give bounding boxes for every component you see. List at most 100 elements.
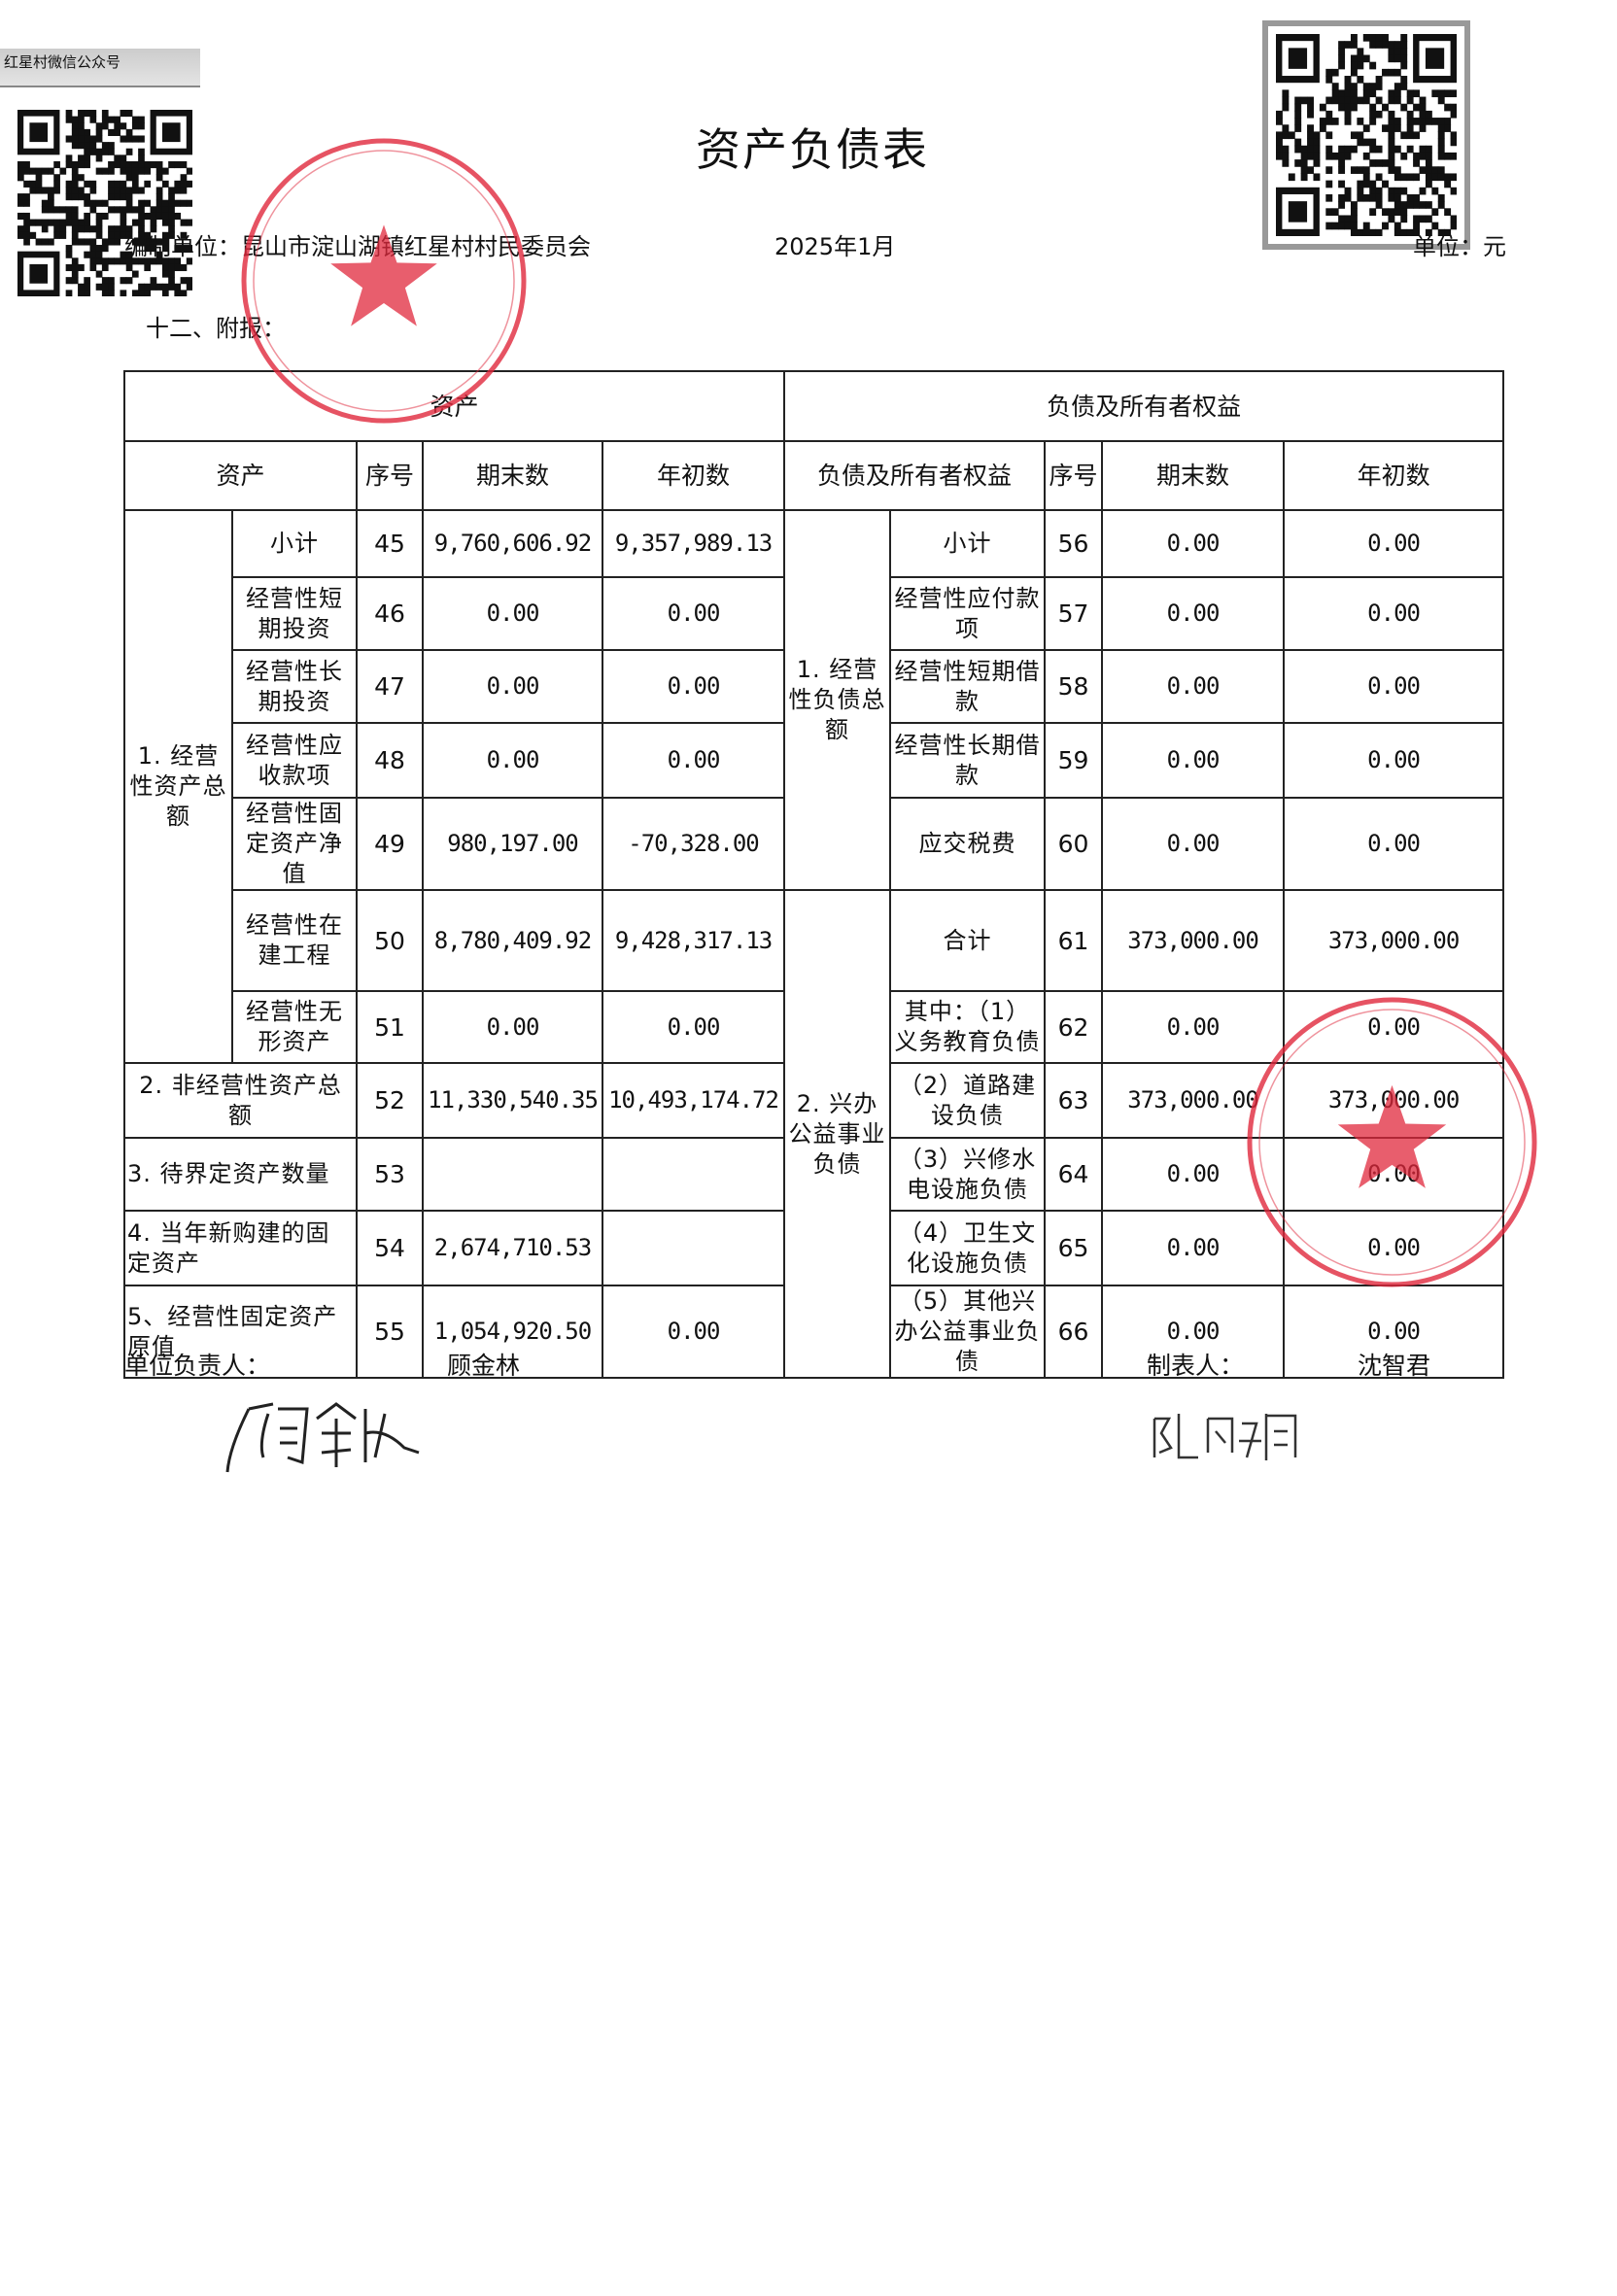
row-seq: 50 <box>356 889 424 992</box>
table-row: 经营性短期投资 46 0.00 0.00 经营性应付款项 57 0.00 0.00 <box>124 576 1505 651</box>
unit: 单位：元 <box>1413 233 1506 260</box>
row-label: （2）道路建设负债 <box>889 1062 1047 1139</box>
col-header-seq: 序号 <box>356 440 424 511</box>
row-label: 经营性短期投资 <box>231 576 358 651</box>
row-begin-value: 0.00 <box>1283 509 1505 578</box>
row-label: 2. 非经营性资产总额 <box>123 1062 358 1139</box>
org-label: 编制单位： <box>124 233 241 260</box>
row-label: 经营性长期借款 <box>889 722 1047 799</box>
signature-preparer <box>1153 1414 1297 1460</box>
row-seq: 48 <box>356 722 424 799</box>
row-seq: 60 <box>1044 797 1104 891</box>
row-label: 4. 当年新购建的固定资产 <box>123 1210 358 1286</box>
row-end-value <box>422 1137 603 1212</box>
col-header-assets: 资产 <box>123 440 358 511</box>
right-group-label: 2. 兴办公益事业负债 <box>783 889 892 1379</box>
row-label: 经营性长期投资 <box>231 649 358 724</box>
row-seq: 58 <box>1044 649 1104 724</box>
row-begin-value: 0.00 <box>1283 797 1505 891</box>
row-end-value: 0.00 <box>1101 649 1286 724</box>
row-seq: 64 <box>1044 1137 1104 1212</box>
row-end-value: 2,674,710.53 <box>422 1210 603 1286</box>
org-name: 昆山市淀山湖镇红星村村民委员会 <box>241 233 591 260</box>
row-begin-value: 0.00 <box>1283 576 1505 651</box>
row-end-value: 8,780,409.92 <box>422 889 603 992</box>
row-label: 合计 <box>889 889 1047 992</box>
col-header-end: 期末数 <box>422 440 603 511</box>
row-label: 经营性应收款项 <box>231 722 358 799</box>
row-begin-value <box>601 1137 786 1212</box>
signature-head <box>225 1402 420 1473</box>
row-seq: 62 <box>1044 990 1104 1064</box>
row-label: （5）其他兴办公益事业负债 <box>889 1285 1047 1379</box>
group-header-liabilities: 负债及所有者权益 <box>783 370 1505 442</box>
row-begin-value: -70,328.00 <box>601 797 786 891</box>
qr-caption: 红星村微信公众号 <box>0 49 200 87</box>
qr-code-frame <box>1262 20 1470 250</box>
row-begin-value: 0.00 <box>1283 649 1505 724</box>
head-label: 单位负责人： <box>124 1352 271 1380</box>
row-seq: 56 <box>1044 509 1104 578</box>
row-end-value: 0.00 <box>1101 509 1286 578</box>
preparer-name: 沈智君 <box>1358 1352 1431 1380</box>
row-seq: 66 <box>1044 1285 1104 1379</box>
period: 2025年1月 <box>774 233 896 260</box>
table-row: 1. 经营性资产总额 小计 45 9,760,606.92 9,357,989.13 1.… <box>123 509 1505 1064</box>
row-end-value: 373,000.00 <box>1101 1062 1286 1139</box>
row-begin-value: 0.00 <box>1283 1137 1505 1212</box>
row-seq: 54 <box>356 1210 424 1286</box>
row-begin-value: 9,428,317.13 <box>601 889 786 992</box>
table-row: 经营性长期投资 47 0.00 0.00 经营性短期借款 58 0.00 0.00 <box>124 649 1505 724</box>
row-begin-value: 0.00 <box>601 722 786 799</box>
row-begin-value: 10,493,174.72 <box>601 1062 786 1139</box>
row-label: 经营性固定资产净值 <box>231 797 358 891</box>
col-header-end: 期末数 <box>1101 440 1286 511</box>
group-header-assets: 资产 <box>122 370 786 442</box>
table-row: 经营性应收款项 48 0.00 0.00 经营性长期借款 59 0.00 0.00 <box>124 722 1505 799</box>
col-header-begin: 年初数 <box>601 440 786 511</box>
row-begin-value: 0.00 <box>1283 990 1505 1064</box>
row-label: （4）卫生文化设施负债 <box>889 1210 1047 1286</box>
row-end-value: 9,760,606.92 <box>422 509 603 578</box>
row-end-value: 0.00 <box>422 576 603 651</box>
col-header-liabilities: 负债及所有者权益 <box>783 440 1047 511</box>
row-label: 经营性应付款项 <box>889 576 1047 651</box>
balance-sheet-table: 资产 负债及所有者权益 资产 序号 期末数 年初数 负债及所有者权益 序号 期末… <box>122 370 1505 1379</box>
row-label: 经营性在建工程 <box>231 889 358 992</box>
row-label: 经营性无形资产 <box>231 990 358 1064</box>
row-label: 小计 <box>889 509 1047 578</box>
row-begin-value: 9,357,989.13 <box>601 509 786 578</box>
row-seq: 53 <box>356 1137 424 1212</box>
row-label: （3）兴修水电设施负债 <box>889 1137 1047 1212</box>
preparer-label: 制表人： <box>1147 1352 1245 1380</box>
row-begin-value: 0.00 <box>601 990 786 1064</box>
row-label: 3. 待界定资产数量 <box>123 1137 358 1212</box>
row-seq: 61 <box>1044 889 1104 992</box>
row-seq: 52 <box>356 1062 424 1139</box>
col-header-begin: 年初数 <box>1283 440 1505 511</box>
row-end-value: 0.00 <box>1101 576 1286 651</box>
row-label: 小计 <box>231 509 358 578</box>
row-end-value: 980,197.00 <box>422 797 603 891</box>
row-begin-value: 0.00 <box>1283 1210 1505 1286</box>
table-row: 经营性在建工程 50 8,780,409.92 9,428,317.13 2. 兴办公益… <box>124 889 1505 1379</box>
row-begin-value: 373,000.00 <box>1283 1062 1505 1139</box>
row-begin-value: 0.00 <box>601 576 786 651</box>
row-label: 应交税费 <box>889 797 1047 891</box>
table-row: 5、经营性固定资产原值 55 1,054,920.50 0.00 （5）其他兴办公益事业… <box>123 1285 1505 1379</box>
row-end-value: 1,054,920.50 <box>422 1285 603 1379</box>
row-end-value: 0.00 <box>1101 1210 1286 1286</box>
section-label: 十二、附报： <box>146 315 286 342</box>
row-seq: 63 <box>1044 1062 1104 1139</box>
row-end-value: 11,330,540.35 <box>422 1062 603 1139</box>
row-seq: 47 <box>356 649 424 724</box>
row-end-value: 0.00 <box>1101 797 1286 891</box>
table-row: 经营性固定资产净值 49 980,197.00 -70,328.00 应交税费 60 0.0… <box>124 797 1505 891</box>
row-begin-value: 0.00 <box>1283 722 1505 799</box>
row-end-value: 0.00 <box>422 722 603 799</box>
row-seq: 45 <box>356 509 424 578</box>
col-header-seq: 序号 <box>1044 440 1104 511</box>
row-end-value: 0.00 <box>1101 1285 1286 1379</box>
row-end-value: 0.00 <box>422 990 603 1064</box>
row-end-value: 0.00 <box>422 649 603 724</box>
